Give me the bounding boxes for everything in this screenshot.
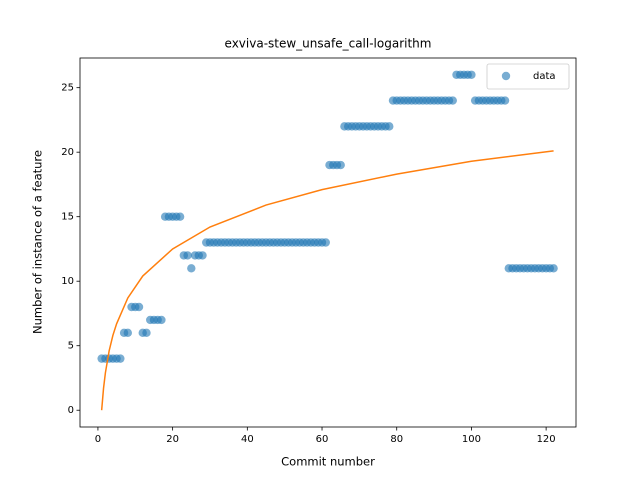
data-point — [467, 70, 476, 79]
data-point — [134, 302, 144, 312]
chart-title: exviva-stew_unsafe_call-logarithm — [225, 37, 432, 51]
data-point — [549, 264, 558, 273]
x-tick-label: 0 — [95, 434, 101, 445]
data-point — [116, 354, 125, 363]
data-point — [385, 122, 394, 131]
data-point — [142, 328, 151, 338]
legend-box — [486, 63, 570, 90]
data-point — [183, 251, 192, 260]
data-point — [321, 238, 330, 247]
x-axis-label: Commit number — [281, 455, 375, 469]
y-tick-label: 0 — [68, 405, 74, 416]
x-tick-label: 80 — [390, 434, 403, 445]
data-point — [336, 160, 345, 170]
y-tick-label: 5 — [68, 341, 74, 352]
data-point — [448, 96, 457, 105]
y-tick-label: 10 — [61, 276, 74, 287]
x-tick-label: 40 — [241, 434, 254, 445]
legend-label: data — [533, 71, 556, 82]
data-point — [187, 264, 196, 273]
x-tick-label: 20 — [166, 434, 179, 445]
y-axis-label: Number of instance of a feature — [31, 150, 45, 334]
data-point — [500, 96, 510, 105]
data-point — [123, 328, 133, 338]
x-tick-label: 60 — [316, 434, 329, 445]
plot-frame — [79, 57, 577, 428]
data-point — [157, 315, 166, 325]
y-tick-label: 15 — [61, 212, 74, 223]
fit-line — [100, 150, 554, 411]
y-tick-label: 25 — [61, 83, 74, 94]
legend-marker — [501, 71, 511, 81]
x-tick-label: 120 — [537, 434, 556, 445]
data-point — [198, 251, 207, 260]
y-tick-label: 20 — [61, 147, 74, 158]
data-point — [175, 212, 185, 221]
x-tick-label: 100 — [462, 434, 481, 445]
